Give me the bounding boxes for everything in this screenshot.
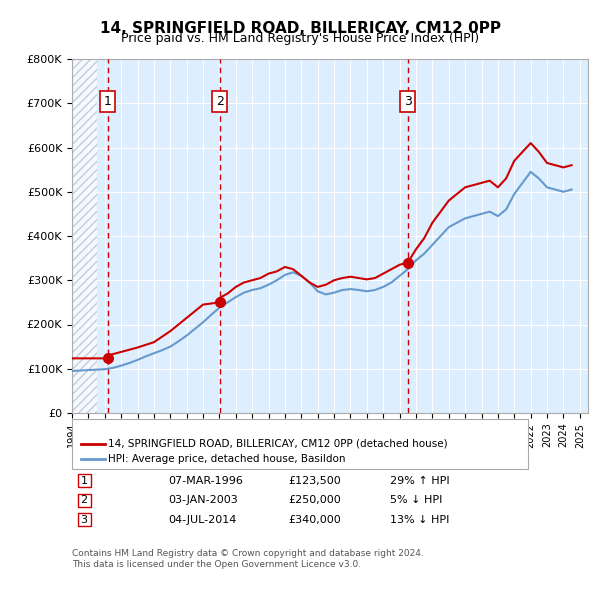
- Text: 5% ↓ HPI: 5% ↓ HPI: [390, 496, 442, 505]
- Bar: [72, 59, 97, 413]
- Text: 1: 1: [80, 476, 88, 486]
- Bar: [72, 59, 97, 413]
- Text: £123,500: £123,500: [288, 476, 341, 486]
- Text: This data is licensed under the Open Government Licence v3.0.: This data is licensed under the Open Gov…: [72, 560, 361, 569]
- Text: 14, SPRINGFIELD ROAD, BILLERICAY, CM12 0PP: 14, SPRINGFIELD ROAD, BILLERICAY, CM12 0…: [100, 21, 500, 35]
- Text: 14, SPRINGFIELD ROAD, BILLERICAY, CM12 0PP (detached house): 14, SPRINGFIELD ROAD, BILLERICAY, CM12 0…: [108, 439, 448, 448]
- Text: £250,000: £250,000: [288, 496, 341, 505]
- Text: 04-JUL-2014: 04-JUL-2014: [168, 515, 236, 525]
- Text: £340,000: £340,000: [288, 515, 341, 525]
- Text: 2: 2: [80, 496, 88, 505]
- Text: 2: 2: [215, 95, 224, 108]
- Text: 1: 1: [104, 95, 112, 108]
- Text: 3: 3: [80, 515, 88, 525]
- Text: Price paid vs. HM Land Registry's House Price Index (HPI): Price paid vs. HM Land Registry's House …: [121, 32, 479, 45]
- Text: 07-MAR-1996: 07-MAR-1996: [168, 476, 243, 486]
- Text: HPI: Average price, detached house, Basildon: HPI: Average price, detached house, Basi…: [108, 454, 346, 464]
- Text: 29% ↑ HPI: 29% ↑ HPI: [390, 476, 449, 486]
- Text: Contains HM Land Registry data © Crown copyright and database right 2024.: Contains HM Land Registry data © Crown c…: [72, 549, 424, 558]
- Text: 13% ↓ HPI: 13% ↓ HPI: [390, 515, 449, 525]
- Text: 3: 3: [404, 95, 412, 108]
- Text: 03-JAN-2003: 03-JAN-2003: [168, 496, 238, 505]
